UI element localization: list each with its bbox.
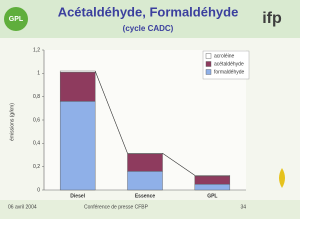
- y-tick-label: 0,2: [33, 164, 40, 170]
- page: GPL ifp Acétaldéhyde, Formaldéhyde (cycl…: [0, 0, 300, 219]
- y-tick-label: 0: [37, 187, 40, 193]
- bar-segment: [59, 70, 96, 73]
- bar-segment: [59, 101, 96, 191]
- y-tick-label: 0,4: [33, 141, 40, 147]
- left-logo: [4, 7, 28, 31]
- y-tick-label: 0,6: [33, 117, 40, 123]
- footer-date: 06 avril 2004: [8, 204, 37, 210]
- legend-label: acétaldéhyde: [214, 61, 244, 67]
- bar-segment: [127, 171, 163, 191]
- legend-swatch: [205, 61, 212, 67]
- bar-segment: [194, 175, 231, 185]
- chart-subtitle: (cycle CADC): [123, 24, 174, 33]
- footer-band: [0, 200, 300, 219]
- y-tick-label: 0,8: [33, 94, 40, 100]
- bar-segment: [194, 183, 231, 191]
- corner-icon: [279, 168, 285, 188]
- y-tick-label: 1: [37, 71, 40, 77]
- slide: GPL ifp Acétaldéhyde, Formaldéhyde (cycl…: [0, 0, 300, 219]
- bar-segment: [59, 71, 96, 102]
- y-axis-label: émissions (g/km): [9, 103, 15, 141]
- x-tick-label: Essence: [135, 193, 156, 199]
- header-band: [0, 0, 300, 38]
- legend-swatch: [205, 69, 212, 75]
- x-tick-label: GPL: [207, 193, 217, 199]
- chart-title: Acétaldéhyde, Formaldéhyde: [58, 4, 239, 19]
- footer-page: 34: [240, 204, 246, 210]
- bar-segment: [194, 175, 231, 177]
- bar-segment: [127, 153, 163, 172]
- legend-swatch: [205, 53, 212, 59]
- legend-label: formaldéhyde: [214, 69, 245, 75]
- y-tick-label: 1,2: [33, 47, 40, 53]
- right-logo-text: ifp: [262, 10, 282, 27]
- footer-event: Conférence de presse CFBP: [84, 204, 149, 210]
- x-tick-label: Diesel: [70, 193, 85, 199]
- connector: [162, 153, 195, 176]
- legend-label: acroléine: [214, 53, 235, 59]
- connector: [94, 70, 128, 154]
- bar-segment: [127, 153, 163, 155]
- left-logo-text: GPL: [9, 16, 24, 23]
